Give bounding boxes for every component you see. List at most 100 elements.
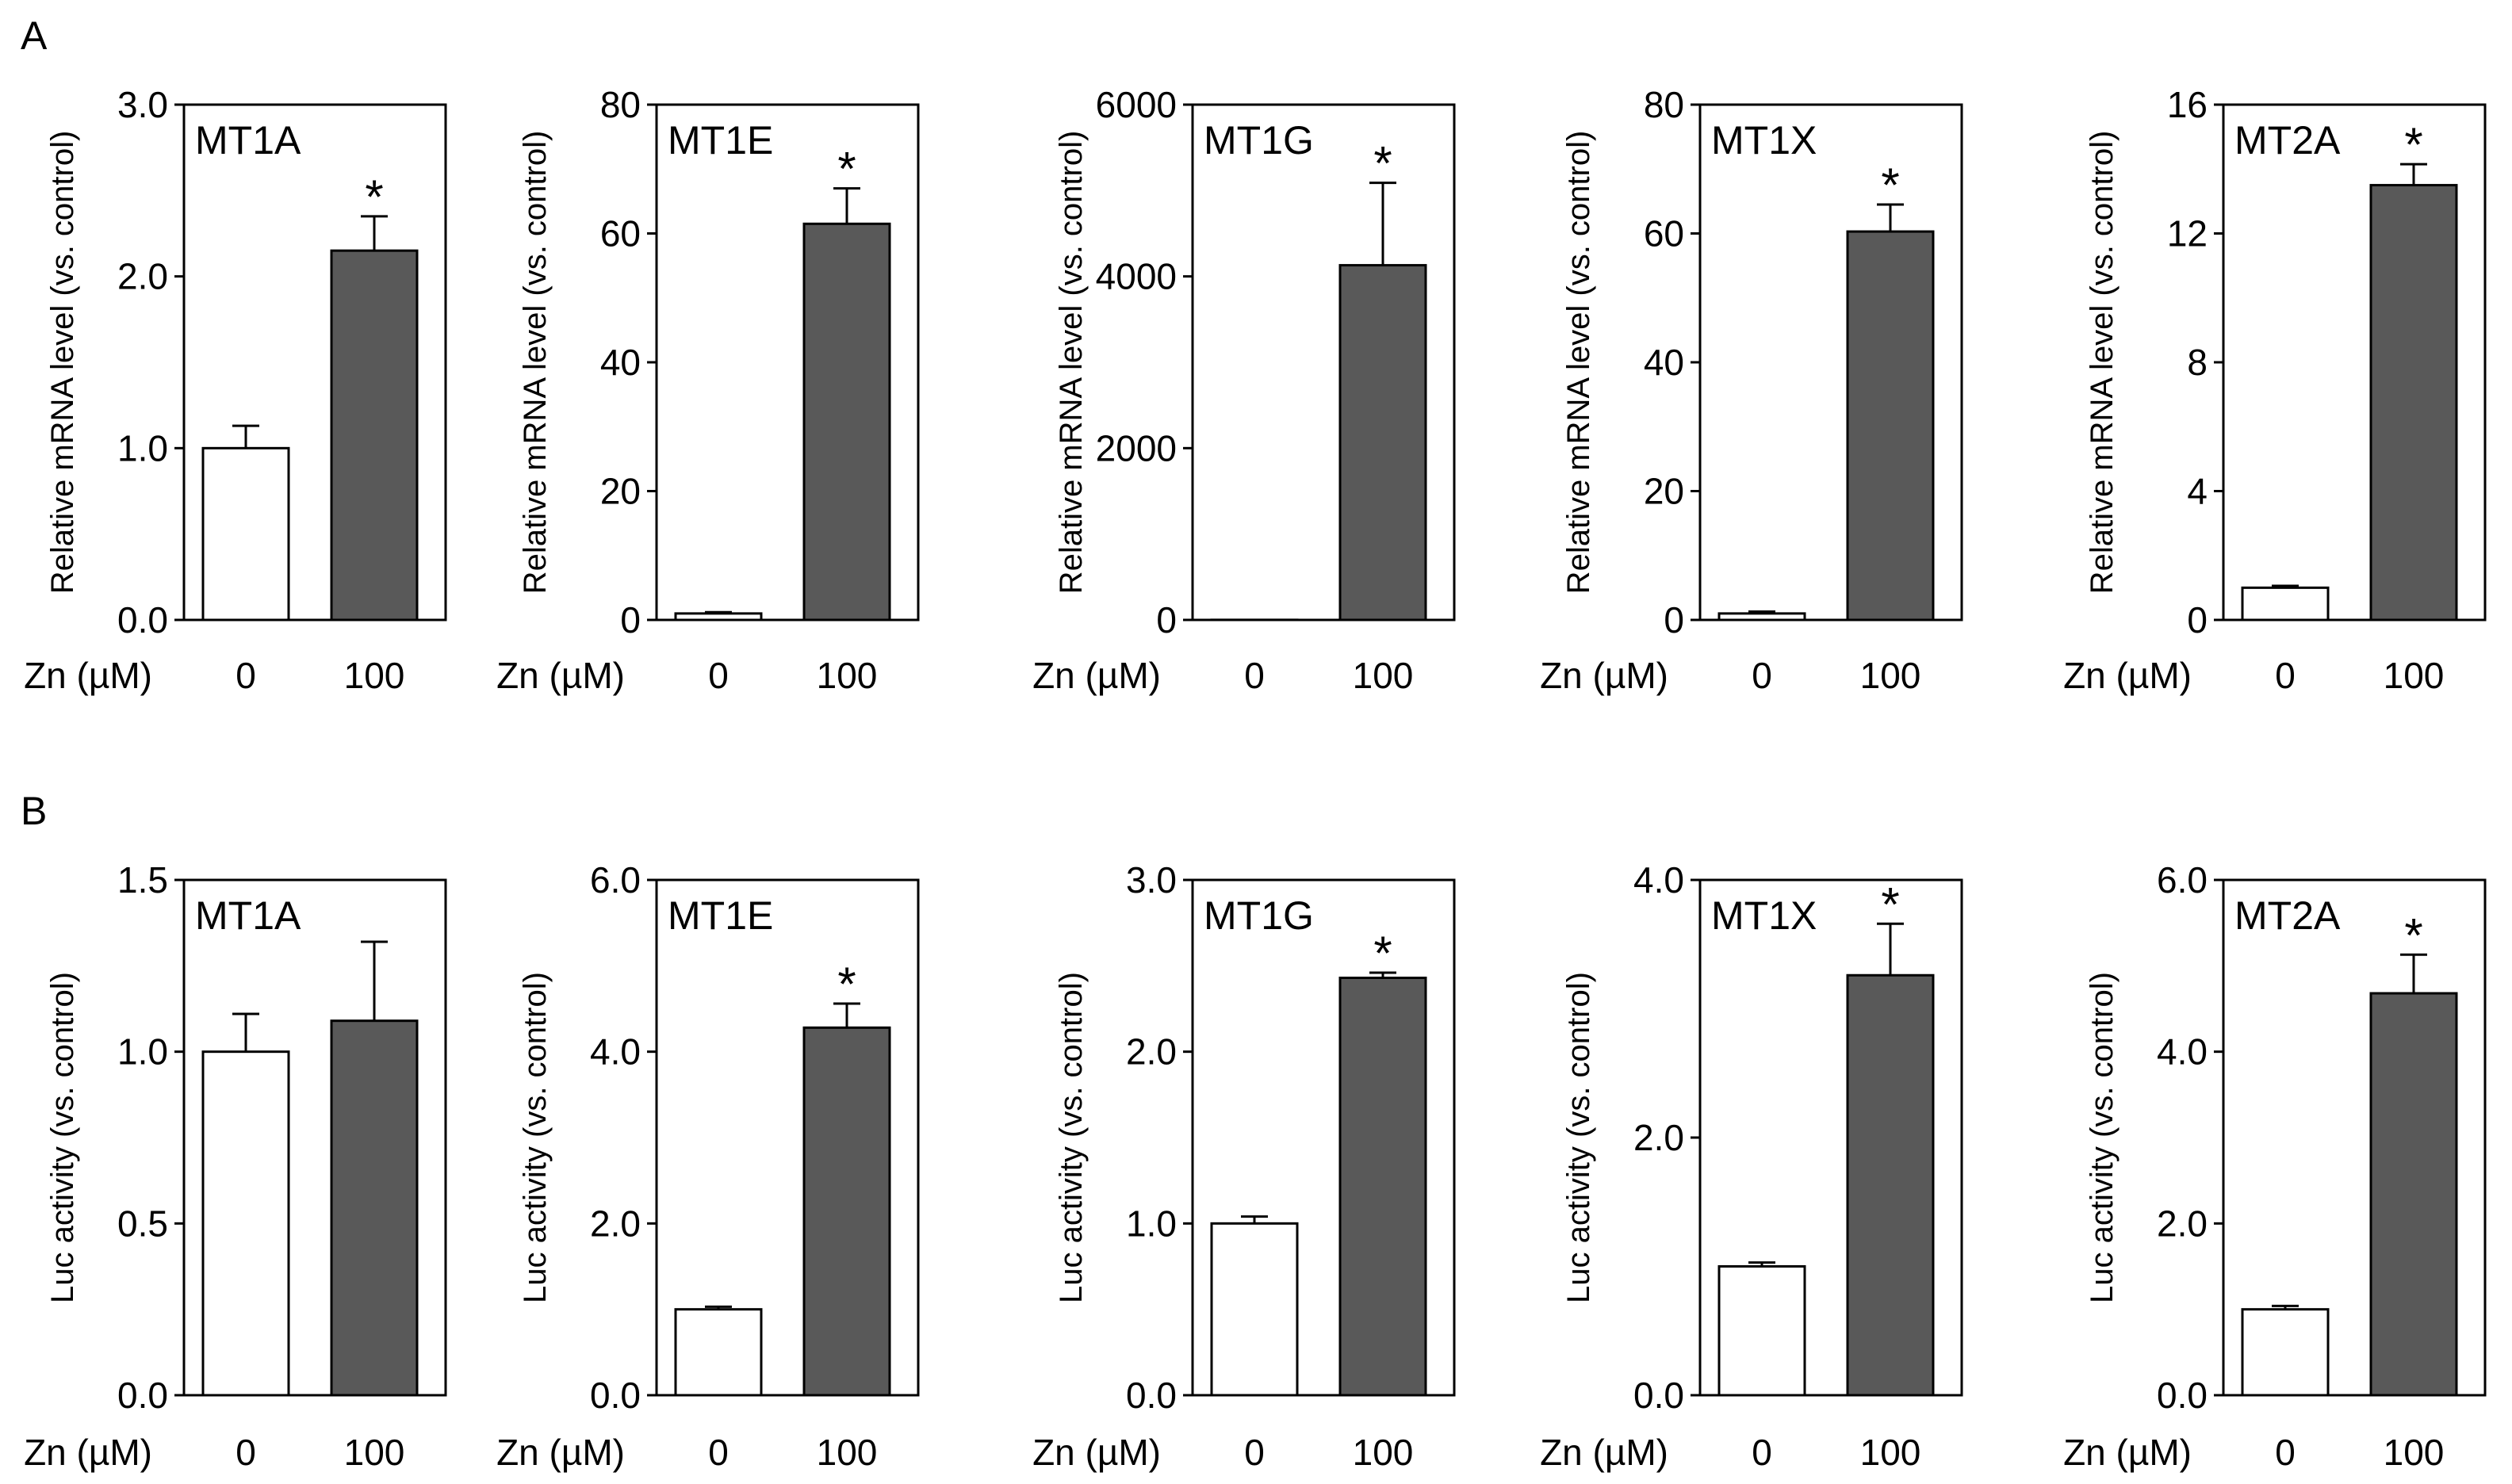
chart-title: MT1X	[1711, 118, 1817, 163]
chart-a-mt1x: 0 20 40 60 80 Relative mRNA level (vs. contro…	[1540, 84, 1963, 696]
y-tick-label: 2000	[1096, 427, 1177, 469]
x-category-label: 100	[1353, 655, 1414, 696]
y-tick-label: 16	[2167, 84, 2208, 125]
x-axis-label: Zn (µM)	[1540, 1432, 1668, 1473]
y-axis-label: Luc activity (vs. control)	[1054, 972, 1089, 1303]
bar-control	[674, 1308, 763, 1397]
y-tick-label: 40	[1644, 342, 1684, 383]
y-tick-label: 12	[2167, 213, 2208, 254]
significance-star: *	[1881, 878, 1899, 931]
significance-star: *	[365, 170, 383, 224]
y-tick-label: 4000	[1096, 256, 1177, 297]
y-tick-label: 1.5	[117, 859, 168, 901]
chart-title: MT1X	[1711, 893, 1817, 938]
bar-treated	[1846, 973, 1935, 1397]
x-category-label: 100	[2384, 655, 2445, 696]
y-axis-label: Luc activity (vs. control)	[2085, 972, 2120, 1303]
bar-control	[2241, 1308, 2330, 1397]
significance-star: *	[1881, 159, 1899, 212]
y-axis-label: Luc activity (vs. control)	[1561, 972, 1596, 1303]
x-axis-label: Zn (µM)	[2063, 1432, 2192, 1473]
x-axis-label: Zn (µM)	[1540, 655, 1668, 696]
chart-b-mt2a: 0.0 2.0 4.0 6.0 Luc activity (vs. control) MT…	[2063, 859, 2487, 1473]
x-category-label: 0	[236, 1432, 256, 1473]
y-tick-label: 8	[2187, 342, 2208, 383]
y-tick-label: 40	[600, 342, 641, 383]
x-axis-label: Zn (µM)	[24, 655, 152, 696]
bar-control	[2241, 586, 2330, 622]
x-category-label: 0	[708, 1432, 729, 1473]
y-tick-label: 80	[1644, 84, 1684, 125]
panel-letter-b: B	[21, 789, 47, 833]
chart-a-mt2a: 0 4 8 12 16 Relative mRNA level (vs. control)…	[2063, 84, 2487, 696]
bar-control	[201, 446, 290, 622]
x-category-label: 0	[1244, 1432, 1265, 1473]
y-tick-label: 0.0	[2157, 1375, 2208, 1416]
y-tick-label: 3.0	[117, 84, 168, 125]
x-axis-label: Zn (µM)	[1032, 1432, 1161, 1473]
chart-b-mt1a: 0.0 0.5 1.0 1.5 Luc activity (vs. control) MT…	[24, 859, 447, 1473]
x-category-label: 0	[1752, 655, 1772, 696]
y-tick-label: 0	[2187, 599, 2208, 641]
panel-letter-a: A	[21, 13, 48, 58]
y-tick-label: 20	[1644, 471, 1684, 512]
significance-star: *	[837, 143, 856, 196]
chart-title: MT2A	[2234, 118, 2341, 163]
y-axis-label: Luc activity (vs. control)	[45, 972, 80, 1303]
y-axis-label: Relative mRNA level (vs. control)	[1054, 131, 1089, 595]
y-tick-label: 2.0	[1633, 1117, 1684, 1158]
y-tick-label: 0.0	[590, 1375, 641, 1416]
y-tick-label: 2.0	[1126, 1031, 1177, 1073]
bar-treated	[802, 222, 891, 622]
bar-treated	[2369, 184, 2458, 622]
significance-star: *	[2404, 908, 2422, 962]
bar-control	[674, 612, 763, 622]
plot-frame	[2222, 878, 2487, 1397]
x-axis-label: Zn (µM)	[2063, 655, 2192, 696]
chart-a-mt1e: 0 20 40 60 80 Relative mRNA level (vs. contro…	[496, 84, 920, 696]
plot-frame	[1191, 878, 1456, 1397]
chart-title: MT1G	[1204, 118, 1314, 163]
bar-treated	[2369, 992, 2458, 1397]
y-tick-label: 20	[600, 471, 641, 512]
y-tick-label: 3.0	[1126, 859, 1177, 901]
bar-treated	[1338, 977, 1427, 1397]
x-category-label: 0	[1752, 1432, 1772, 1473]
plot-frame	[1191, 103, 1456, 622]
chart-title: MT1A	[195, 893, 301, 938]
y-tick-label: 80	[600, 84, 641, 125]
x-category-label: 0	[2275, 1432, 2296, 1473]
y-tick-label: 2.0	[590, 1203, 641, 1244]
bar-treated	[330, 249, 419, 622]
y-axis-label: Relative mRNA level (vs. control)	[518, 131, 553, 595]
x-category-label: 100	[817, 655, 878, 696]
y-tick-label: 6.0	[2157, 859, 2208, 901]
significance-star: *	[1373, 927, 1392, 980]
chart-b-mt1e: 0.0 2.0 4.0 6.0 Luc activity (vs. control) MT…	[496, 859, 920, 1473]
x-category-label: 100	[1353, 1432, 1414, 1473]
y-tick-label: 4.0	[590, 1031, 641, 1073]
bar-control	[1717, 1265, 1806, 1397]
x-category-label: 0	[708, 655, 729, 696]
chart-b-mt1g: 0.0 1.0 2.0 3.0 Luc activity (vs. control) MT…	[1032, 859, 1456, 1473]
y-tick-label: 6.0	[590, 859, 641, 901]
plot-frame	[655, 878, 920, 1397]
y-tick-label: 2.0	[2157, 1203, 2208, 1244]
y-axis-label: Relative mRNA level (vs. control)	[45, 131, 80, 595]
x-category-label: 0	[2275, 655, 2296, 696]
y-tick-label: 1.0	[117, 1031, 168, 1073]
x-category-label: 100	[2384, 1432, 2445, 1473]
y-tick-label: 1.0	[117, 427, 168, 469]
y-tick-label: 1.0	[1126, 1203, 1177, 1244]
y-tick-label: 0	[1156, 599, 1177, 641]
y-tick-label: 4.0	[2157, 1031, 2208, 1073]
chart-title: MT1E	[668, 118, 773, 163]
chart-a-mt1a: 0.0 1.0 2.0 3.0 Relative mRNA level (vs. con…	[24, 84, 447, 696]
x-category-label: 100	[1860, 655, 1921, 696]
plot-frame	[182, 103, 447, 622]
bar-treated	[330, 1019, 419, 1397]
y-tick-label: 4	[2187, 471, 2208, 512]
y-tick-label: 0.0	[1126, 1375, 1177, 1416]
